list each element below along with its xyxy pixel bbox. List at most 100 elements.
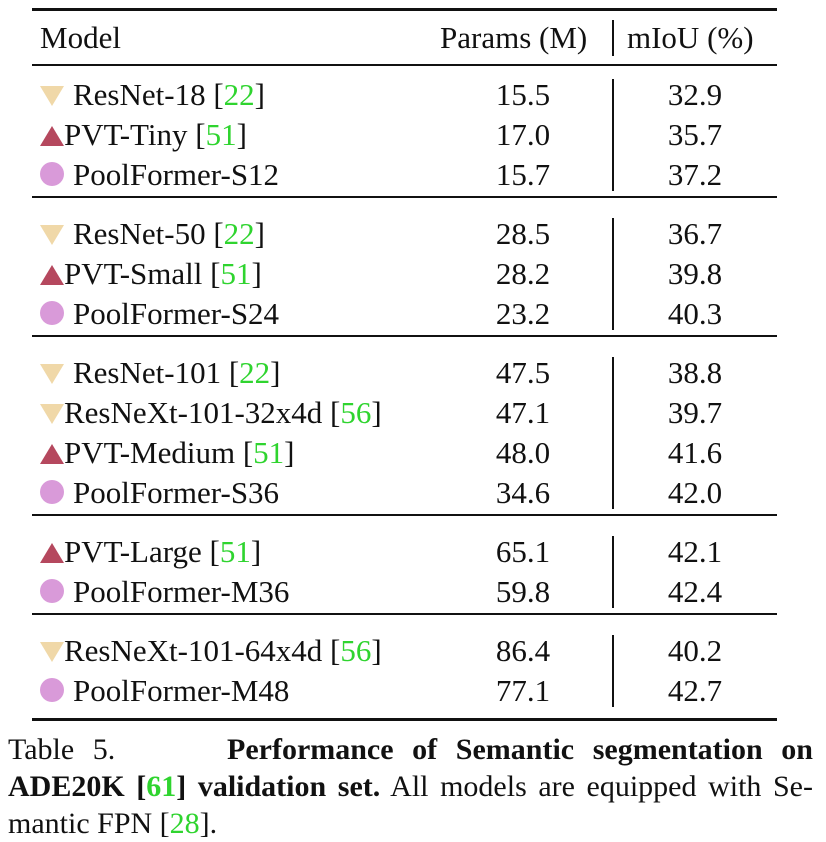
model-cell: ResNet-50 [22] bbox=[40, 214, 265, 254]
miou-cell: 42.1 bbox=[667, 534, 723, 569]
table-row: PoolFormer-S24 23.2 40.3 bbox=[0, 294, 826, 334]
miou-cell: 36.7 bbox=[667, 216, 723, 251]
table-row: ResNeXt-101-32x4d [56] 47.1 39.7 bbox=[0, 393, 826, 433]
params-cell: 15.7 bbox=[495, 157, 551, 192]
miou-cell: 32.9 bbox=[667, 77, 723, 112]
citation-link[interactable]: 56 bbox=[340, 395, 372, 430]
model-name: ResNeXt-101-64x4d [ bbox=[64, 633, 341, 668]
citation-link[interactable]: 22 bbox=[223, 216, 255, 251]
model-cell: PoolFormer-M48 bbox=[40, 671, 289, 711]
caption-cite-fpn[interactable]: 28 bbox=[169, 807, 200, 840]
miou-cell: 42.4 bbox=[667, 574, 723, 609]
caption-label: Table 5. bbox=[8, 733, 116, 766]
caption-line-1: Table 5. Performance of Semantic segment… bbox=[8, 731, 813, 768]
miou-cell: 42.0 bbox=[667, 475, 723, 510]
down-triangle-icon bbox=[40, 86, 64, 106]
header-model: Model bbox=[40, 20, 121, 55]
citation-link[interactable]: 22 bbox=[239, 355, 271, 390]
up-triangle-icon bbox=[40, 265, 64, 285]
table-row: PoolFormer-S12 15.7 37.2 bbox=[0, 155, 826, 195]
miou-cell: 38.8 bbox=[667, 355, 723, 390]
citation-link[interactable]: 51 bbox=[220, 256, 252, 291]
caption-bold-title: Performance of Semantic segmentation on bbox=[227, 733, 813, 766]
caption-rest-3: mantic FPN [ bbox=[8, 807, 170, 840]
citation-close: ] bbox=[270, 355, 281, 390]
model-cell: PoolFormer-S24 bbox=[40, 294, 279, 334]
table-caption: Table 5. Performance of Semantic segment… bbox=[8, 731, 813, 842]
group-divider bbox=[612, 536, 614, 608]
circle-icon bbox=[40, 579, 64, 603]
header-miou: mIoU (%) bbox=[627, 20, 754, 55]
model-name: PoolFormer-S24 bbox=[73, 296, 280, 331]
caption-rest-3-close: ]. bbox=[199, 807, 218, 840]
citation-close: ] bbox=[254, 77, 265, 112]
params-cell: 17.0 bbox=[495, 117, 551, 152]
model-name: ResNeXt-101-32x4d [ bbox=[64, 395, 341, 430]
model-cell: PVT-Small [51] bbox=[40, 254, 262, 294]
table-row: ResNet-50 [22] 28.5 36.7 bbox=[0, 214, 826, 254]
table-row: ResNet-18 [22] 15.5 32.9 bbox=[0, 75, 826, 115]
citation-close: ] bbox=[284, 435, 295, 470]
model-cell: ResNeXt-101-64x4d [56] bbox=[40, 631, 382, 671]
citation-close: ] bbox=[250, 534, 262, 569]
bottom-rule bbox=[32, 718, 777, 721]
model-cell: ResNet-18 [22] bbox=[40, 75, 265, 115]
table-row: PoolFormer-S36 34.6 42.0 bbox=[0, 473, 826, 513]
miou-cell: 37.2 bbox=[667, 157, 723, 192]
group-rule bbox=[32, 613, 777, 615]
model-name: PVT-Tiny [ bbox=[64, 117, 206, 152]
params-cell: 86.4 bbox=[495, 633, 551, 668]
params-cell: 77.1 bbox=[495, 673, 551, 708]
model-name: PVT-Large [ bbox=[64, 534, 220, 569]
circle-icon bbox=[40, 678, 64, 702]
table-row: ResNet-101 [22] 47.5 38.8 bbox=[0, 353, 826, 393]
params-cell: 65.1 bbox=[495, 534, 551, 569]
model-name: ResNet-101 [ bbox=[73, 355, 240, 390]
model-name: PVT-Small [ bbox=[64, 256, 221, 291]
model-name: PoolFormer-M48 bbox=[73, 673, 290, 708]
table-row: PVT-Large [51] 65.1 42.1 bbox=[0, 532, 826, 572]
params-cell: 28.2 bbox=[495, 256, 551, 291]
params-cell: 47.5 bbox=[495, 355, 551, 390]
table-row: PVT-Small [51] 28.2 39.8 bbox=[0, 254, 826, 294]
citation-link[interactable]: 51 bbox=[219, 534, 251, 569]
table-row: PVT-Tiny [51] 17.0 35.7 bbox=[0, 115, 826, 155]
caption-cite-ade20k[interactable]: 61 bbox=[146, 770, 177, 803]
citation-link[interactable]: 56 bbox=[340, 633, 372, 668]
miou-cell: 39.7 bbox=[667, 395, 723, 430]
citation-link[interactable]: 51 bbox=[253, 435, 285, 470]
params-cell: 47.1 bbox=[495, 395, 551, 430]
group-divider bbox=[612, 635, 614, 707]
caption-line-3: mantic FPN [28]. bbox=[8, 805, 813, 842]
citation-link[interactable]: 22 bbox=[223, 77, 255, 112]
group-divider bbox=[612, 79, 614, 191]
miou-cell: 42.7 bbox=[667, 673, 723, 708]
top-rule bbox=[32, 8, 777, 11]
down-triangle-icon bbox=[40, 404, 64, 424]
miou-cell: 41.6 bbox=[667, 435, 723, 470]
header-params: Params (M) bbox=[440, 20, 588, 55]
group-rule bbox=[32, 514, 777, 516]
citation-close: ] bbox=[254, 216, 265, 251]
model-cell: PVT-Medium [51] bbox=[40, 433, 295, 473]
down-triangle-icon bbox=[40, 642, 64, 662]
circle-icon bbox=[40, 162, 64, 186]
params-cell: 23.2 bbox=[495, 296, 551, 331]
citation-link[interactable]: 51 bbox=[205, 117, 237, 152]
down-triangle-icon bbox=[40, 225, 64, 245]
params-cell: 48.0 bbox=[495, 435, 551, 470]
up-triangle-icon bbox=[40, 444, 64, 464]
caption-line-2: ADE20K [61] validation set. All models a… bbox=[8, 768, 813, 805]
group-rule bbox=[32, 196, 777, 198]
citation-close: ] bbox=[251, 256, 262, 291]
group-divider bbox=[612, 218, 614, 330]
caption-rest: All models are equipped with Se- bbox=[380, 770, 813, 803]
down-triangle-icon bbox=[40, 364, 64, 384]
header-divider bbox=[612, 20, 614, 56]
model-cell: ResNet-101 [22] bbox=[40, 353, 280, 393]
citation-close: ] bbox=[236, 117, 247, 152]
model-cell: PVT-Tiny [51] bbox=[40, 115, 247, 155]
miou-cell: 39.8 bbox=[667, 256, 723, 291]
header-rule bbox=[32, 64, 777, 66]
